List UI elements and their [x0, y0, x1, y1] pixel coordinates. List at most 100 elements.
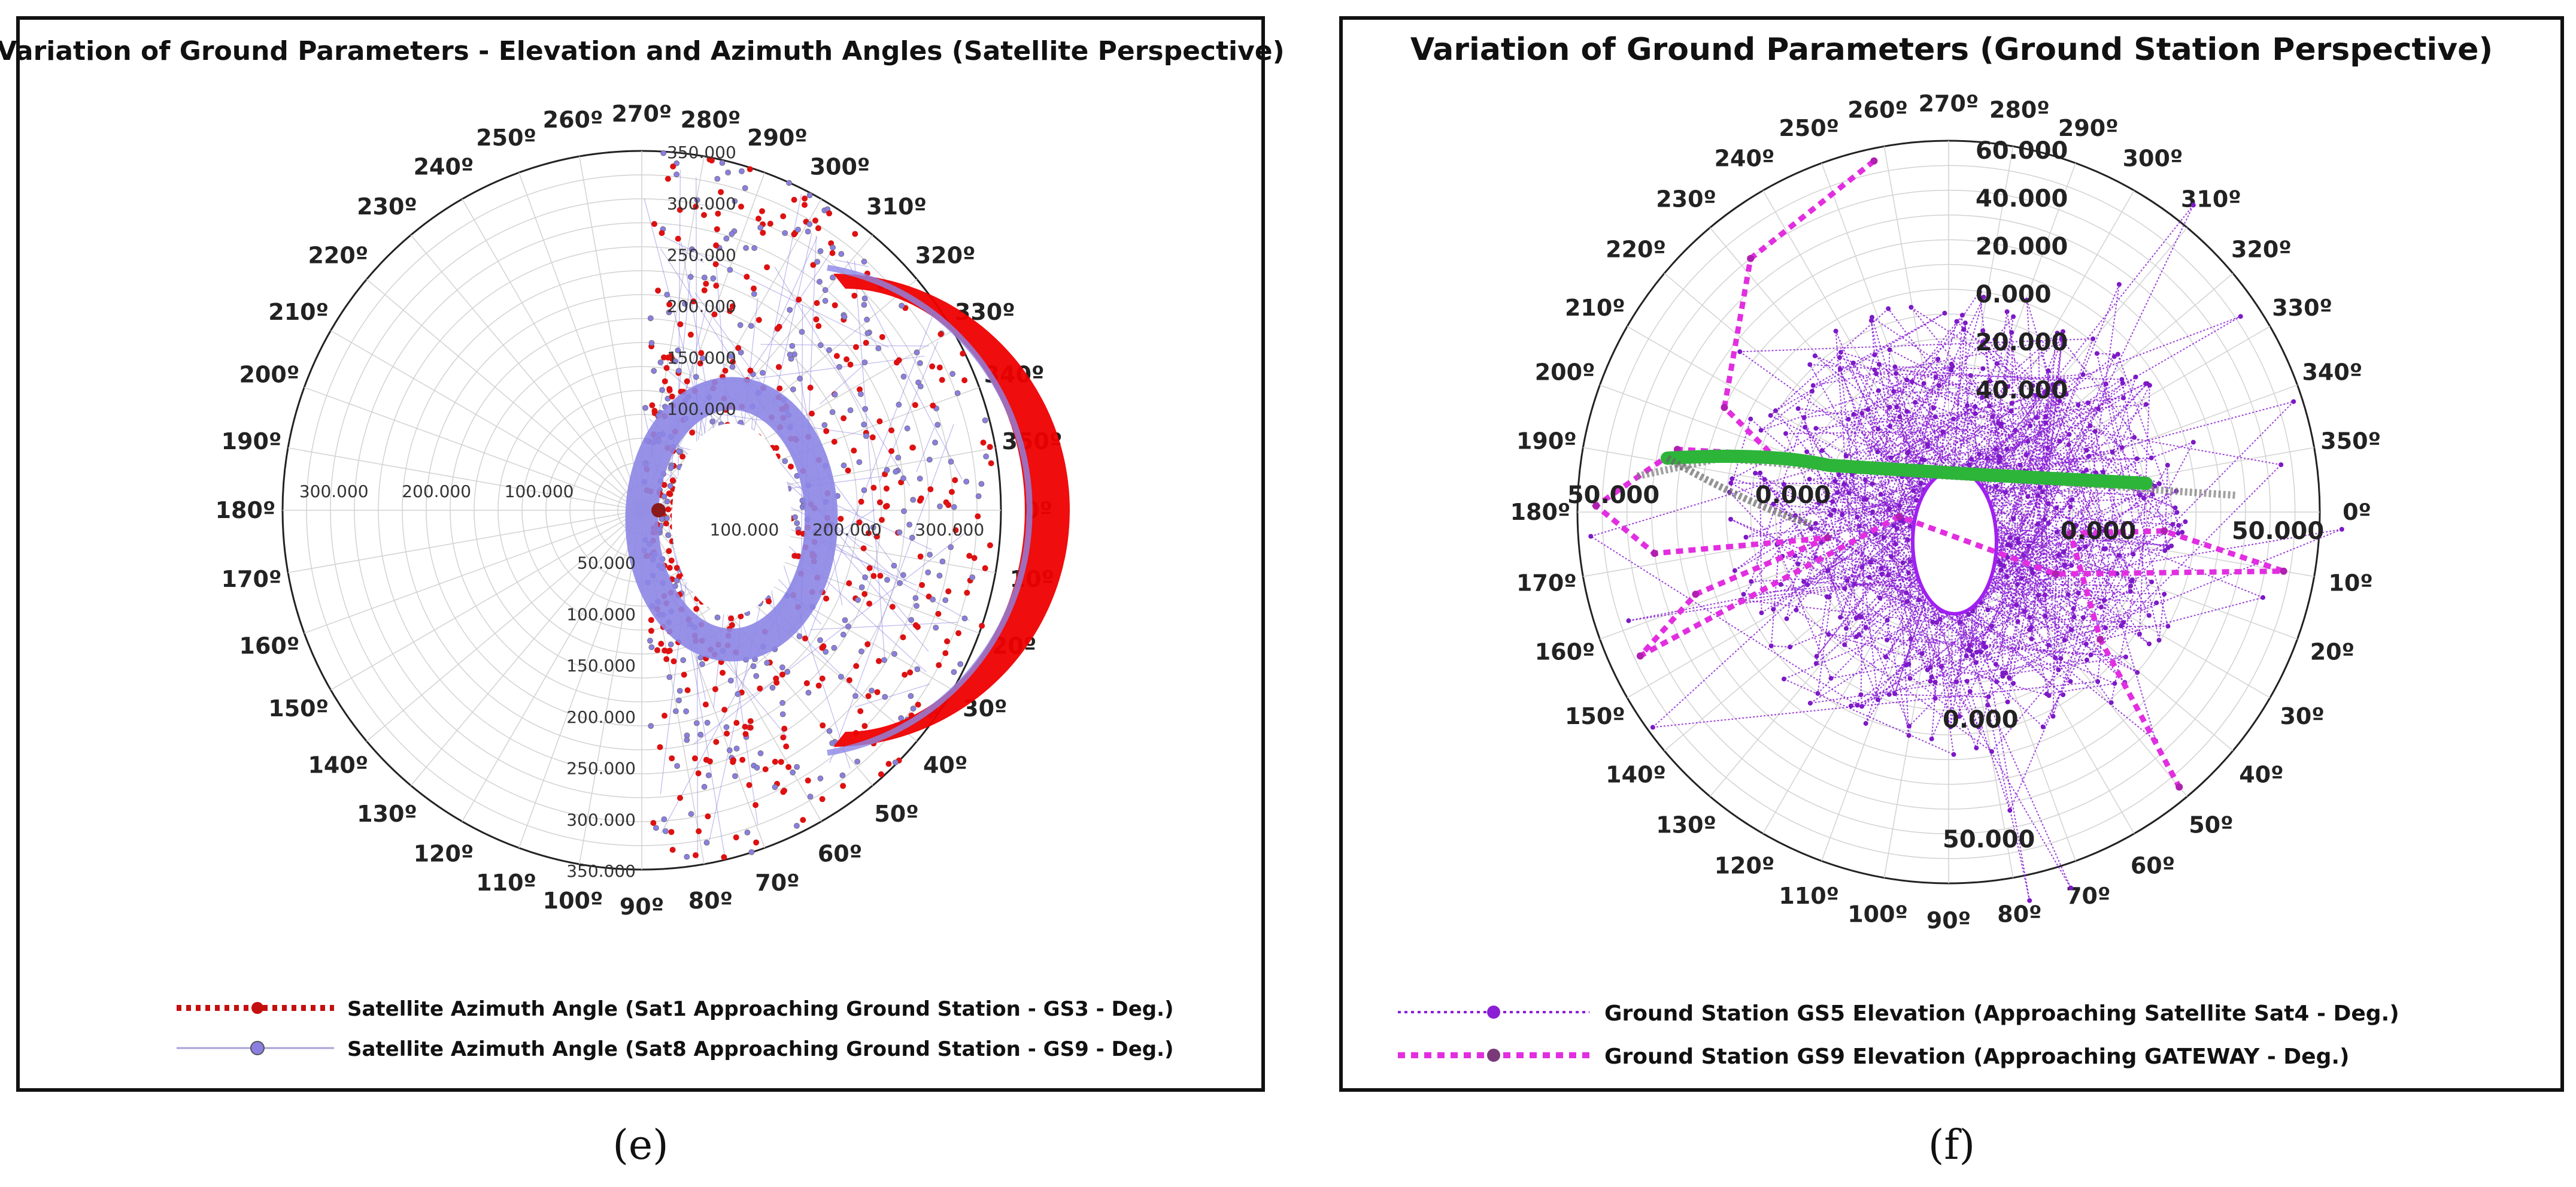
e-series1-point: [728, 616, 734, 622]
e-series2-point: [787, 352, 793, 358]
e-series2-point: [796, 227, 801, 232]
e-series1-point: [724, 731, 730, 737]
e-series1-point: [935, 611, 941, 617]
e-series1-point: [915, 702, 921, 708]
e-series2-point: [674, 172, 679, 177]
e-series2-point: [728, 678, 733, 683]
e-series2-point: [662, 817, 667, 822]
panel-e: Variation of Ground Parameters - Elevati…: [0, 18, 1285, 1090]
e-series1-point: [669, 558, 675, 564]
e-series1-point: [945, 588, 951, 594]
e-series2-point: [754, 765, 760, 770]
e-angle-tick-label: 120º: [414, 840, 474, 867]
e-series1-point: [665, 648, 671, 654]
e-series2-point: [658, 360, 663, 365]
e-series2-point: [744, 246, 749, 251]
f-angle-tick-label: 180º: [1510, 499, 1571, 525]
e-series2-point: [842, 617, 848, 623]
e-series2-point: [675, 764, 680, 769]
e-series1-point: [820, 796, 826, 802]
e-series2-point: [848, 408, 853, 413]
e-series2-point: [841, 632, 846, 637]
e-series2-point: [863, 434, 869, 439]
e-series2-point: [830, 245, 836, 250]
e-series2-point: [837, 364, 842, 370]
e-series1-point: [851, 447, 857, 453]
e-series2-point: [861, 259, 867, 264]
f-radial-tick-label: 60.000: [1976, 137, 2068, 165]
e-series2-point: [842, 314, 847, 319]
e-radial-tick-label: 200.000: [566, 707, 636, 727]
e-series2-point: [738, 350, 744, 355]
e-series2-point: [818, 637, 823, 643]
e-series2-point: [882, 694, 888, 700]
e-series2-point: [807, 193, 812, 198]
e-series2-point: [666, 532, 671, 538]
e-angle-tick-label: 160º: [239, 632, 300, 659]
e-series2-point: [885, 577, 890, 583]
e-series1-point: [830, 250, 836, 256]
e-series2-point: [908, 694, 914, 699]
e-series1-point: [776, 364, 782, 370]
e-series1-point: [775, 326, 781, 332]
f-series2-point: [2161, 528, 2168, 535]
e-angle-tick-label: 90º: [620, 894, 664, 920]
e-series2-point: [958, 661, 963, 667]
e-angle-tick-label: 310º: [866, 193, 927, 220]
e-series2-point: [676, 368, 681, 374]
e-series1-point: [982, 565, 988, 571]
e-series1-point: [707, 758, 713, 764]
e-series2-point: [900, 573, 906, 578]
e-series2-point: [907, 522, 912, 528]
e-series2-point: [823, 298, 828, 304]
e-series1-point: [791, 197, 797, 203]
e-series1-point: [816, 683, 822, 689]
e-series1-point: [747, 166, 753, 172]
e-series1-point: [753, 802, 758, 808]
e-series2-point: [647, 638, 653, 643]
e-series2-point: [861, 487, 867, 493]
e-series1-point: [857, 708, 863, 714]
e-series2-point: [927, 457, 932, 462]
e-series1-point: [729, 622, 735, 628]
e-series2-point: [663, 828, 668, 834]
e-series1-point: [657, 744, 663, 750]
f-series2-point: [1721, 404, 1728, 411]
e-series1-point: [751, 286, 757, 292]
e-series2-point: [727, 747, 732, 753]
e-series1-point: [949, 489, 955, 495]
e-series1-point: [648, 628, 654, 634]
e-series1-point: [730, 757, 736, 763]
e-series1-point: [870, 485, 876, 490]
e-series2-point: [858, 649, 864, 654]
e-series1-point: [666, 548, 672, 554]
e-series2-point: [790, 387, 796, 392]
e-angle-tick-label: 50º: [874, 801, 918, 827]
e-series1-point: [677, 322, 683, 328]
e-series2-point: [693, 374, 699, 380]
e-series2-point: [706, 773, 711, 778]
e-series1-point: [800, 817, 806, 823]
e-series1-point: [853, 344, 859, 350]
e-series2-point: [840, 773, 845, 778]
f-radial-tick-label: 0.000: [2061, 517, 2137, 545]
e-series2-point: [948, 459, 954, 464]
e-series1-point: [781, 726, 787, 732]
e-series1-point: [840, 783, 846, 789]
e-series1-point: [820, 722, 826, 728]
e-series2-point: [668, 465, 673, 471]
e-series2-point: [859, 585, 864, 590]
e-angle-tick-label: 40º: [923, 752, 967, 779]
e-series2-point: [838, 674, 844, 680]
e-series1-point: [667, 491, 673, 497]
e-series2-point: [940, 559, 945, 564]
e-series1-point: [713, 283, 719, 289]
e-angle-tick-label: 140º: [308, 752, 368, 779]
e-series2-point: [853, 694, 858, 699]
e-series2-point: [758, 225, 763, 231]
e-series2-point: [688, 274, 693, 280]
e-series2-point: [729, 231, 735, 237]
e-series2-point: [911, 706, 916, 711]
e-radial-tick-label: 100.000: [710, 520, 779, 540]
e-series2-point: [797, 634, 802, 639]
